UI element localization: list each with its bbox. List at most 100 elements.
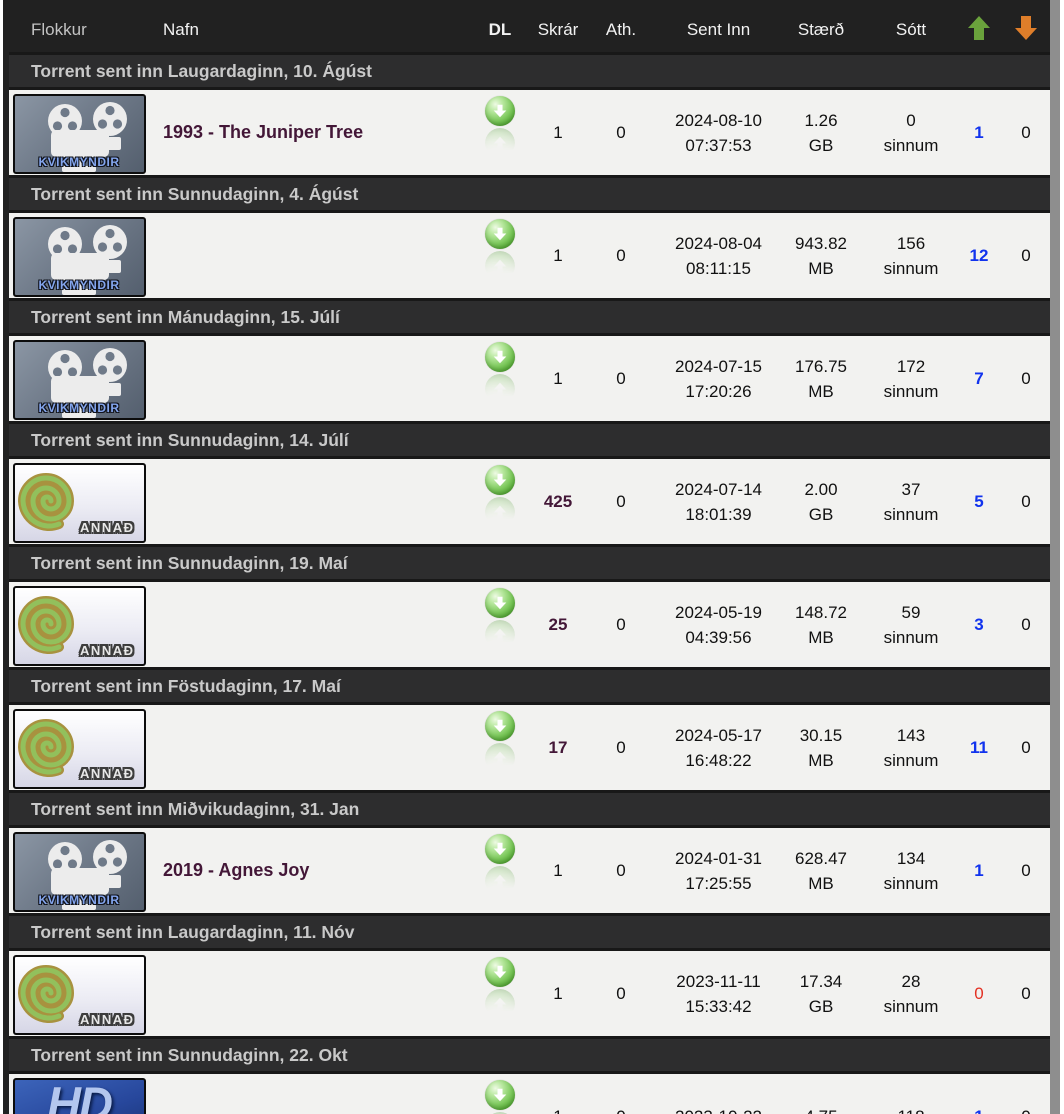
download-icon[interactable]	[485, 587, 515, 618]
comments-count: 0	[581, 1074, 661, 1114]
download-icon[interactable]	[485, 218, 515, 249]
files-count: 1	[553, 122, 563, 142]
seeders-count: 0	[974, 983, 984, 1003]
download-icon-reflection	[485, 127, 515, 158]
download-button[interactable]	[485, 587, 515, 650]
download-count: 37 sinnum	[883, 479, 939, 524]
comments-count: 0	[616, 614, 626, 634]
column-header-flokkur[interactable]: Flokkur	[31, 20, 87, 39]
download-icon[interactable]	[485, 833, 515, 864]
torrent-name-link[interactable]: 2019 - Agnes Joy	[163, 860, 310, 880]
leechers-count: 0	[1021, 614, 1031, 634]
torrent-name-link[interactable]: 1993 - The Juniper Tree	[163, 122, 364, 142]
category-hd-icon[interactable]: HD	[12, 1077, 146, 1114]
upload-datetime: 2023-10-22	[661, 1074, 776, 1114]
category-kvikmyndir-icon[interactable]: KVIKMYNDIR	[12, 831, 146, 912]
category-kvikmyndir-icon[interactable]: KVIKMYNDIR	[12, 339, 146, 420]
date-separator: Torrent sent inn Föstudaginn, 17. Maí	[9, 667, 1050, 705]
column-header-skrar[interactable]: Skrár	[537, 20, 579, 39]
download-icon[interactable]	[485, 95, 515, 126]
download-button[interactable]	[485, 833, 515, 896]
leechers-count: 0	[1021, 245, 1031, 265]
download-count: 156 sinnum	[883, 233, 939, 278]
comments-count: 0	[616, 983, 626, 1003]
download-icon-reflection	[485, 496, 515, 527]
comments-count: 0	[616, 737, 626, 757]
category-annad-icon[interactable]: ANNAÐ	[12, 954, 146, 1035]
upload-datetime: 2023-11-11 15:33:42	[676, 971, 761, 1016]
column-header-dl[interactable]: DL	[488, 20, 512, 39]
files-count: 425	[543, 491, 573, 511]
upload-datetime: 2024-01-31 17:25:55	[675, 848, 762, 893]
column-header-sott[interactable]: Sótt	[895, 20, 927, 39]
comments-count: 0	[616, 245, 626, 265]
seeders-count: 1	[974, 860, 984, 880]
torrent-row: KVIKMYNDIR 2019 - Agnes Joy 1 0 2024-01-…	[9, 828, 1050, 913]
comments-count: 0	[616, 122, 626, 142]
download-button[interactable]	[485, 218, 515, 281]
torrent-size: 628.47 MB	[795, 848, 847, 893]
category-annad-icon[interactable]: ANNAÐ	[12, 585, 146, 666]
seeders-count: 3	[974, 614, 984, 634]
comments-count: 0	[616, 860, 626, 880]
category-annad-icon[interactable]: ANNAÐ	[12, 462, 146, 543]
download-count: 59 sinnum	[883, 602, 939, 647]
leechers-count: 0	[1002, 1074, 1050, 1114]
column-header-ath[interactable]: Ath.	[605, 20, 637, 39]
download-button[interactable]	[485, 464, 515, 527]
download-icon[interactable]	[485, 341, 515, 372]
download-button[interactable]	[485, 1079, 515, 1114]
torrent-row: ANNAÐ 25 0 2024-05-19 04:39:56 148.72 MB 5…	[9, 582, 1050, 667]
download-icon-reflection	[485, 742, 515, 773]
torrent-size: 176.75 MB	[795, 356, 847, 401]
download-icon-reflection	[485, 373, 515, 404]
date-separator: Torrent sent inn Laugardaginn, 10. Ágúst	[9, 52, 1050, 90]
download-button[interactable]	[485, 341, 515, 404]
sort-seeders-button[interactable]	[956, 14, 1002, 47]
files-count: 1	[535, 1074, 581, 1114]
category-kvikmyndir-icon[interactable]: KVIKMYNDIR	[12, 93, 146, 174]
torrent-row: ANNAÐ 425 0 2024-07-14 18:01:39 2.00 GB 37…	[9, 459, 1050, 544]
download-icon[interactable]	[485, 710, 515, 741]
arrow-up-icon[interactable]	[967, 14, 991, 47]
torrent-row: KVIKMYNDIR 1993 - The Juniper Tree 1 0 2…	[9, 90, 1050, 175]
torrent-size: 4.75	[776, 1074, 866, 1114]
comments-count: 0	[616, 491, 626, 511]
date-separator: Torrent sent inn Sunnudaginn, 4. Ágúst	[9, 175, 1050, 213]
date-separator: Torrent sent inn Sunnudaginn, 22. Okt	[9, 1036, 1050, 1074]
torrent-row: KVIKMYNDIR 1 0 2024-08-04 08:11:15 943.82…	[9, 213, 1050, 298]
leechers-count: 0	[1021, 983, 1031, 1003]
torrent-size: 2.00 GB	[804, 479, 838, 524]
files-count: 17	[548, 737, 568, 757]
column-header-sent-inn[interactable]: Sent Inn	[686, 20, 751, 39]
arrow-down-icon[interactable]	[1014, 14, 1038, 47]
category-kvikmyndir-icon[interactable]: KVIKMYNDIR	[12, 216, 146, 297]
download-button[interactable]	[485, 710, 515, 773]
upload-datetime: 2024-07-15 17:20:26	[675, 356, 762, 401]
download-button[interactable]	[485, 956, 515, 1019]
upload-datetime: 2024-05-17 16:48:22	[675, 725, 762, 770]
seeders-count: 11	[970, 737, 988, 757]
sort-leechers-button[interactable]	[1002, 14, 1050, 47]
torrent-size: 943.82 MB	[795, 233, 847, 278]
upload-datetime: 2024-07-14 18:01:39	[675, 479, 762, 524]
download-icon[interactable]	[485, 1079, 515, 1110]
date-separator: Torrent sent inn Sunnudaginn, 19. Maí	[9, 544, 1050, 582]
download-icon[interactable]	[485, 956, 515, 987]
leechers-count: 0	[1021, 860, 1031, 880]
leechers-count: 0	[1021, 368, 1031, 388]
torrent-row: ANNAÐ 17 0 2024-05-17 16:48:22 30.15 MB 14…	[9, 705, 1050, 790]
comments-count: 0	[616, 368, 626, 388]
files-count: 1	[553, 983, 563, 1003]
date-separator: Torrent sent inn Sunnudaginn, 14. Júlí	[9, 421, 1050, 459]
download-icon[interactable]	[485, 464, 515, 495]
seeders-count: 1	[974, 122, 984, 142]
column-header-staerd[interactable]: Stærð	[797, 20, 845, 39]
download-button[interactable]	[485, 95, 515, 158]
column-header-nafn[interactable]: Nafn	[163, 20, 199, 39]
torrent-size: 17.34 GB	[799, 971, 843, 1016]
seeders-count: 12	[969, 245, 989, 265]
download-count: 172 sinnum	[883, 356, 939, 401]
torrent-row: KVIKMYNDIR 1 0 2024-07-15 17:20:26 176.75…	[9, 336, 1050, 421]
category-annad-icon[interactable]: ANNAÐ	[12, 708, 146, 789]
